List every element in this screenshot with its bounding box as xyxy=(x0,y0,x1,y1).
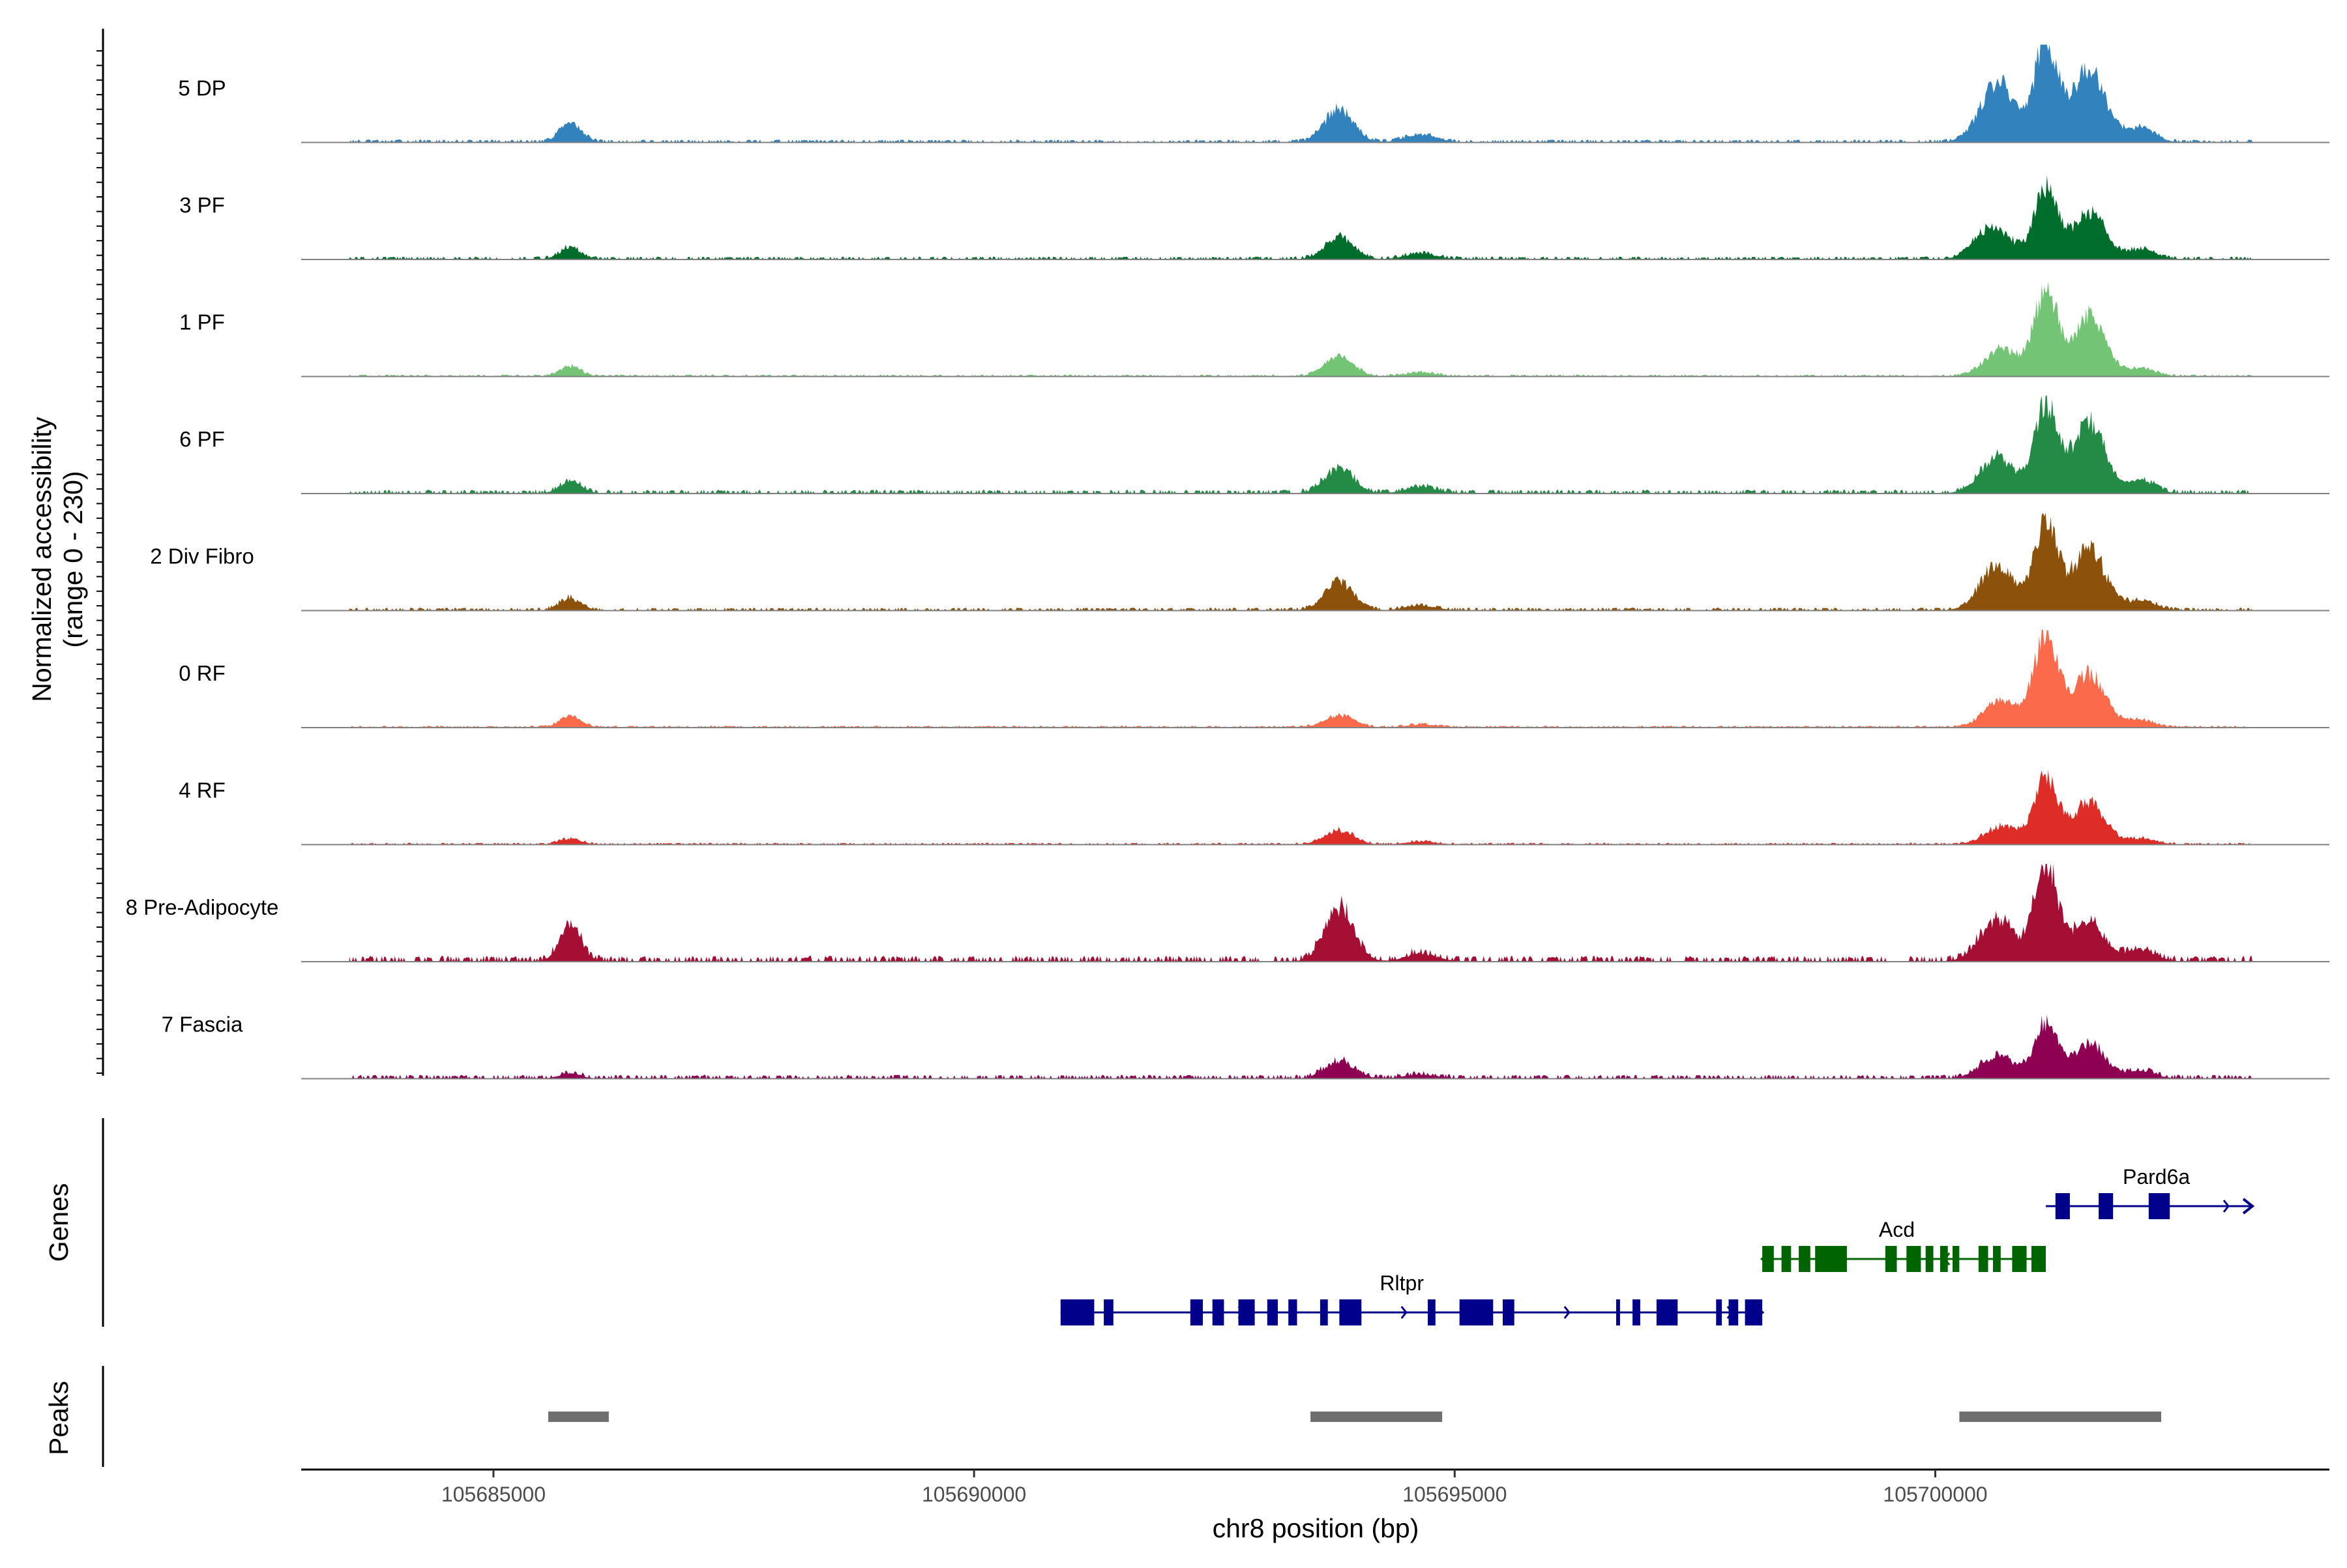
track-label: 8 Pre-Adipocyte xyxy=(126,895,279,919)
gene-exon xyxy=(2012,1246,2027,1272)
gene-exon xyxy=(2031,1246,2046,1272)
peak-region xyxy=(1959,1412,2161,1422)
gene-exon xyxy=(1320,1299,1328,1325)
gene-exon xyxy=(1716,1299,1722,1325)
gene-exon xyxy=(1993,1246,2001,1272)
coverage-area xyxy=(349,175,2253,259)
coverage-area xyxy=(349,770,2253,845)
coverage-track: 4 RF xyxy=(179,770,2329,846)
peak-regions-track xyxy=(102,1366,2161,1467)
gene-exon xyxy=(1762,1246,1774,1272)
coverage-area xyxy=(349,1014,2253,1079)
x-axis: 105685000 105690000 105695000 105700000 xyxy=(301,1468,2329,1506)
gene-exon xyxy=(1267,1299,1278,1325)
strand-arrow xyxy=(1563,1306,1571,1319)
gene-exon xyxy=(1459,1299,1494,1325)
coverage-track: 7 Fascia xyxy=(162,1013,2329,1080)
gene-exon xyxy=(1925,1246,1934,1272)
gene-exon xyxy=(1953,1246,1960,1272)
gene-label: Rltpr xyxy=(1380,1271,1424,1295)
coverage-area xyxy=(349,512,2253,611)
gene-exon xyxy=(1885,1246,1897,1272)
genes-track-label: Genes xyxy=(44,1183,74,1262)
track-label: 4 RF xyxy=(179,778,226,803)
gene-exon xyxy=(1815,1246,1847,1272)
gene-exon xyxy=(1906,1246,1921,1272)
gene-exon xyxy=(1799,1246,1810,1272)
gene-exon xyxy=(1656,1299,1678,1325)
track-label: 1 PF xyxy=(179,310,225,334)
peak-region xyxy=(1310,1412,1443,1422)
coverage-area xyxy=(349,44,2253,143)
strand-arrow xyxy=(1400,1306,1408,1319)
track-label: 0 RF xyxy=(179,661,226,685)
gene-exon xyxy=(1745,1299,1763,1325)
coverage-track: 5 DP xyxy=(178,44,2329,143)
gene-exon xyxy=(1339,1299,1362,1325)
track-label: 7 Fascia xyxy=(162,1013,243,1037)
gene-exon xyxy=(1940,1246,1948,1272)
coverage-track: 1 PF xyxy=(179,282,2329,377)
gene-exon xyxy=(2148,1193,2170,1219)
gene-exon xyxy=(1503,1299,1514,1325)
track-label: 3 PF xyxy=(179,193,225,217)
gene-exon xyxy=(1616,1299,1620,1325)
gene-exon xyxy=(1104,1299,1114,1325)
gene-exon xyxy=(1728,1299,1739,1325)
gene-exon xyxy=(1978,1246,1988,1272)
x-tick-label: 105695000 xyxy=(1402,1483,1507,1506)
x-tick-label: 105700000 xyxy=(1883,1483,1987,1506)
x-axis-label: chr8 position (bp) xyxy=(1213,1513,1419,1543)
coverage-track: 8 Pre-Adipocyte xyxy=(126,864,2329,962)
gene-exon xyxy=(1781,1246,1792,1272)
coverage-track: 6 PF xyxy=(179,396,2329,494)
strand-arrow xyxy=(2222,1200,2230,1213)
coverage-area xyxy=(349,864,2253,962)
gene-acd: Acd xyxy=(1760,1218,2046,1272)
gene-exon xyxy=(1238,1299,1255,1325)
gene-exon xyxy=(1428,1299,1436,1325)
gene-rltpr: Rltpr xyxy=(1060,1271,1765,1325)
coverage-tracks: 5 DP 3 PF 1 PF 6 PF 2 Div Fibro 0 RF 4 RF 8 Pre… xyxy=(96,29,2329,1080)
track-label: 5 DP xyxy=(178,76,226,100)
coverage-track: 3 PF xyxy=(179,175,2329,260)
gene-exon xyxy=(1288,1299,1297,1325)
coverage-area xyxy=(349,630,2253,728)
x-tick-label: 105690000 xyxy=(922,1483,1026,1506)
y-axis-label-line1: Normalized accessibility xyxy=(27,417,57,702)
gene-exon xyxy=(1060,1299,1095,1325)
gene-end-arrow xyxy=(2242,1198,2255,1215)
track-label: 2 Div Fibro xyxy=(150,544,254,569)
gene-exon xyxy=(1190,1299,1203,1325)
gene-exon xyxy=(1632,1299,1640,1325)
gene-pard6a: Pard6a xyxy=(2046,1165,2255,1219)
axis-labels: Normalized accessibility (range 0 - 230)… xyxy=(27,417,1419,1543)
coverage-area xyxy=(349,282,2253,377)
gene-exon xyxy=(2099,1193,2114,1219)
coverage-track: 2 Div Fibro xyxy=(150,512,2329,612)
gene-exon xyxy=(2055,1193,2070,1219)
peaks-track-label: Peaks xyxy=(44,1381,74,1455)
coverage-area xyxy=(349,396,2253,494)
coverage-track: 0 RF xyxy=(179,630,2329,728)
peak-region xyxy=(548,1412,609,1422)
gene-exon xyxy=(1212,1299,1224,1325)
track-label: 6 PF xyxy=(179,427,225,451)
gene-label: Pard6a xyxy=(2123,1165,2190,1189)
y-axis-label-line2: (range 0 - 230) xyxy=(58,471,88,647)
x-tick-label: 105685000 xyxy=(441,1483,546,1506)
gene-label: Acd xyxy=(1879,1218,1915,1241)
gene-annotation-track: Rltpr Acd Pard6a xyxy=(102,1118,2255,1327)
